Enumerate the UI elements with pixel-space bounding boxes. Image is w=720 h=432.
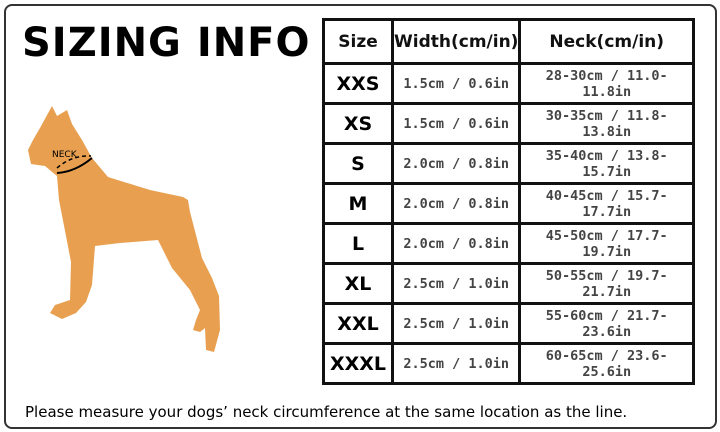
width-cell: 2.0cm / 0.8in bbox=[390, 182, 522, 225]
size-cell: L bbox=[322, 222, 394, 265]
width-cell: 2.0cm / 0.8in bbox=[390, 222, 522, 265]
page-title: SIZING INFO bbox=[22, 20, 311, 66]
header-size: Size bbox=[322, 18, 394, 65]
size-cell: XL bbox=[322, 262, 394, 305]
table-row: S 2.0cm / 0.8in 35-40cm / 13.8-15.7in bbox=[322, 142, 695, 185]
table-row: XXXL 2.5cm / 1.0in 60-65cm / 23.6-25.6in bbox=[322, 342, 695, 385]
table-row: M 2.0cm / 0.8in 40-45cm / 15.7-17.7in bbox=[322, 182, 695, 225]
size-cell: XXL bbox=[322, 302, 394, 345]
size-cell: S bbox=[322, 142, 394, 185]
sizing-table: Size Width(cm/in) Neck(cm/in) XXS 1.5cm /… bbox=[322, 18, 695, 385]
measure-instruction: Please measure your dogs’ neck circumfer… bbox=[25, 403, 628, 421]
size-cell: M bbox=[322, 182, 394, 225]
neck-cell: 40-45cm / 15.7-17.7in bbox=[518, 182, 695, 225]
size-cell: XXS bbox=[322, 62, 394, 105]
neck-cell: 30-35cm / 11.8-13.8in bbox=[518, 102, 695, 145]
dog-body bbox=[28, 106, 220, 352]
table-header-row: Size Width(cm/in) Neck(cm/in) bbox=[322, 18, 695, 65]
table-row: XL 2.5cm / 1.0in 50-55cm / 19.7-21.7in bbox=[322, 262, 695, 305]
neck-cell: 28-30cm / 11.0-11.8in bbox=[518, 62, 695, 105]
neck-cell: 50-55cm / 19.7-21.7in bbox=[518, 262, 695, 305]
table-row: XXL 2.5cm / 1.0in 55-60cm / 21.7-23.6in bbox=[322, 302, 695, 345]
header-neck: Neck(cm/in) bbox=[518, 18, 695, 65]
table-row: L 2.0cm / 0.8in 45-50cm / 17.7-19.7in bbox=[322, 222, 695, 265]
neck-label: NECK bbox=[52, 150, 78, 160]
neck-cell: 45-50cm / 17.7-19.7in bbox=[518, 222, 695, 265]
size-cell: XXXL bbox=[322, 342, 394, 385]
card-frame bbox=[4, 4, 717, 429]
width-cell: 1.5cm / 0.6in bbox=[390, 102, 522, 145]
size-cell: XS bbox=[322, 102, 394, 145]
neck-line bbox=[56, 157, 93, 174]
width-cell: 2.5cm / 1.0in bbox=[390, 262, 522, 305]
header-width: Width(cm/in) bbox=[390, 18, 522, 65]
table-row: XS 1.5cm / 0.6in 30-35cm / 11.8-13.8in bbox=[322, 102, 695, 145]
neck-cell: 60-65cm / 23.6-25.6in bbox=[518, 342, 695, 385]
neck-cell: 55-60cm / 21.7-23.6in bbox=[518, 302, 695, 345]
width-cell: 2.0cm / 0.8in bbox=[390, 142, 522, 185]
table-row: XXS 1.5cm / 0.6in 28-30cm / 11.0-11.8in bbox=[322, 62, 695, 105]
width-cell: 2.5cm / 1.0in bbox=[390, 302, 522, 345]
width-cell: 2.5cm / 1.0in bbox=[390, 342, 522, 385]
neck-dashed-line bbox=[56, 155, 92, 169]
neck-cell: 35-40cm / 13.8-15.7in bbox=[518, 142, 695, 185]
dog-silhouette: NECK bbox=[28, 106, 220, 352]
width-cell: 1.5cm / 0.6in bbox=[390, 62, 522, 105]
